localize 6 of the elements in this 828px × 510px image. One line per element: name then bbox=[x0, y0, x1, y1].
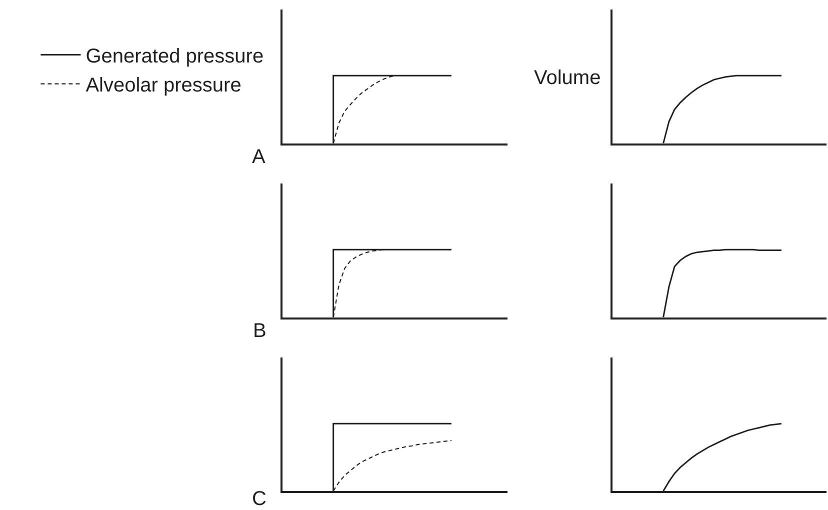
legend-label: Generated pressure bbox=[86, 46, 264, 68]
text: C bbox=[252, 488, 266, 510]
text: A bbox=[252, 146, 266, 168]
legend-label: Alveolar pressure bbox=[86, 74, 242, 97]
text: B bbox=[253, 320, 266, 342]
y-axis-title: Volume bbox=[534, 67, 601, 89]
